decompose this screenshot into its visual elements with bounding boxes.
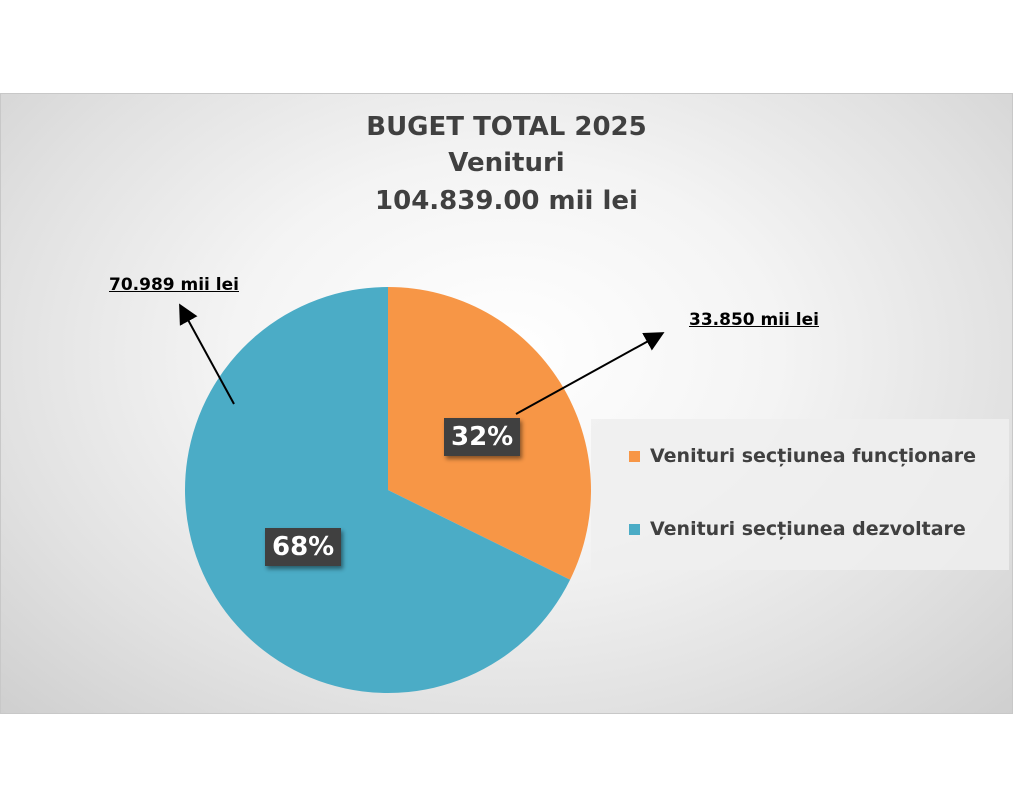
legend-text-funcționare: Venituri secțiunea funcționare: [650, 445, 976, 467]
legend-swatch-dezvoltare: [629, 523, 640, 535]
data-label-funcționare: 32%: [444, 418, 521, 456]
data-label-dezvoltare: 68%: [265, 528, 342, 566]
callout-arrow-funcționare: [515, 332, 665, 415]
pie-slice-dezvoltare: [185, 287, 571, 694]
callout-label-dezvoltare: 70.989 mii lei: [109, 275, 239, 295]
legend-item-funcționare: Venituri secțiunea funcționare: [629, 445, 976, 467]
callout-arrow-dezvoltare: [179, 303, 235, 405]
legend-item-dezvoltare: Venituri secțiunea dezvoltare: [629, 518, 966, 540]
callout-label-funcționare: 33.850 mii lei: [689, 310, 819, 330]
chart-title: BUGET TOTAL 2025: [366, 112, 647, 142]
legend-swatch-funcționare: [629, 450, 640, 462]
chart-subtitle: Venituri: [448, 148, 565, 178]
chart-total: 104.839.00 mii lei: [375, 186, 638, 216]
legend: Venituri secțiunea funcționare Venituri …: [591, 419, 1009, 570]
legend-text-dezvoltare: Venituri secțiunea dezvoltare: [650, 518, 966, 540]
chart-panel: BUGET TOTAL 2025 Venituri 104.839.00 mii…: [0, 93, 1013, 714]
